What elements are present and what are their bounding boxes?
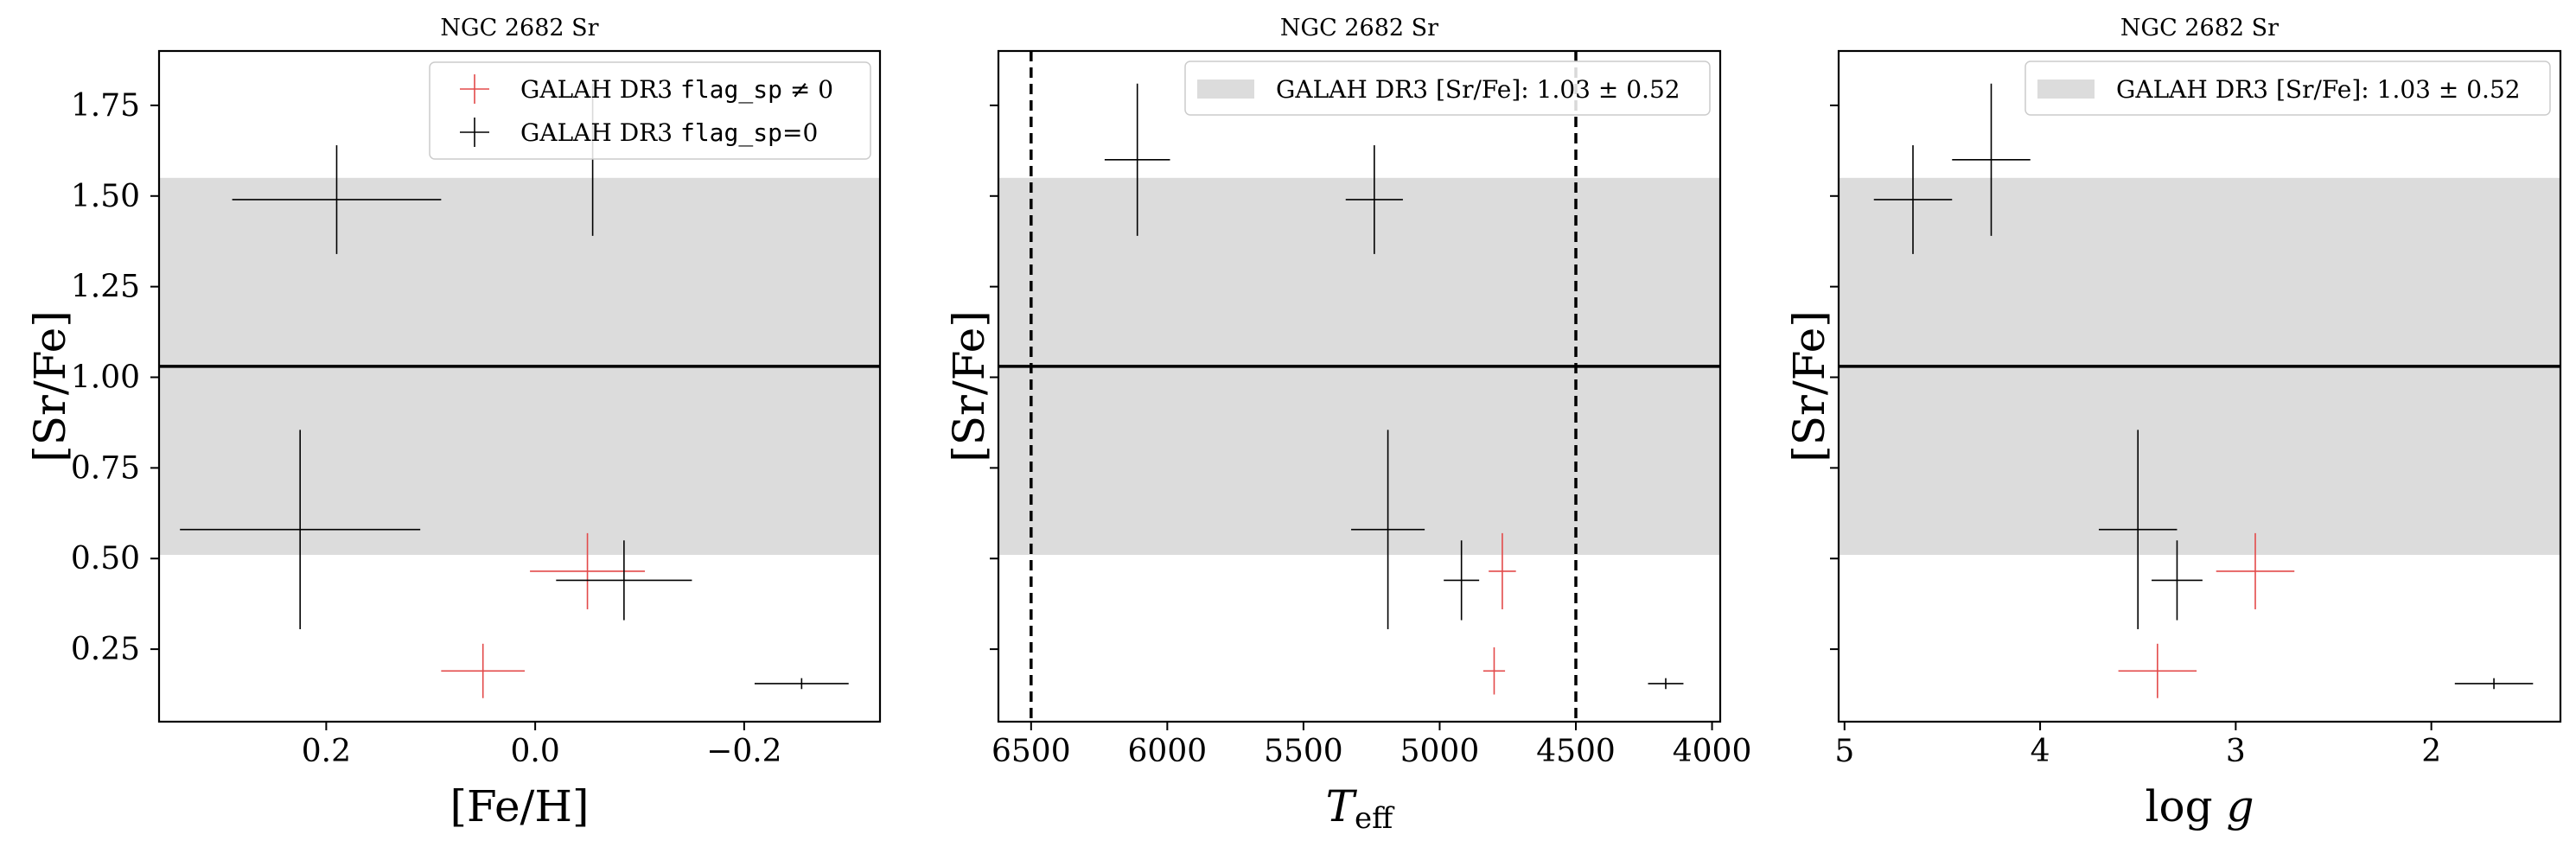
- x-tick-label: 4500: [1536, 734, 1616, 769]
- legend-box: [2024, 60, 2551, 116]
- x-tick-label: −0.2: [706, 734, 781, 769]
- axes-frame: [997, 49, 1722, 723]
- data-point-clean: [1104, 83, 1170, 236]
- data-point-flagged: [2216, 532, 2295, 609]
- x-tick-label: 5: [1834, 734, 1854, 769]
- data-point-clean: [1444, 540, 1480, 621]
- x-tick-label: 4: [2031, 734, 2050, 769]
- y-tick-label: 1.25: [71, 270, 140, 305]
- legend-label-band: GALAH DR3 [Sr/Fe]: 1.03 ± 0.52: [1276, 75, 1680, 104]
- y-tick-label: 0.50: [71, 541, 140, 576]
- data-point-clean: [2098, 430, 2177, 630]
- data-point-clean: [1345, 145, 1403, 254]
- data-point-clean: [754, 678, 849, 690]
- data-point-flagged: [441, 643, 526, 698]
- legend-box: [429, 61, 871, 160]
- panel-title: NGC 2682 Sr: [440, 15, 598, 41]
- legend: GALAH DR3 [Sr/Fe]: 1.03 ± 0.52: [1184, 60, 1711, 116]
- data-point-clean: [232, 145, 442, 254]
- legend: GALAH DR3 [Sr/Fe]: 1.03 ± 0.52: [2024, 60, 2551, 116]
- axes-frame: [1837, 49, 2562, 723]
- y-tick-label: 0.75: [71, 450, 140, 486]
- data-point-clean: [180, 430, 421, 630]
- legend-label-band: GALAH DR3 [Sr/Fe]: 1.03 ± 0.52: [2116, 75, 2521, 104]
- y-axis-label: [Sr/Fe]: [944, 310, 994, 462]
- y-tick-label: 1.50: [71, 179, 140, 214]
- y-axis-label: [Sr/Fe]: [25, 310, 75, 462]
- y-tick-label: 1.00: [71, 360, 140, 396]
- y-tick-label: 0.25: [71, 632, 140, 667]
- panel-3: 5 4 3 2 NGC 2682 Sr [Sr/Fe] log g GALAH DR3 [Sr…: [1784, 15, 2562, 831]
- panel-2: 6500 6000 5500 5000 4500 4000 NGC 2682 Sr [Sr/F…: [944, 15, 1751, 836]
- x-tick-label: 3: [2226, 734, 2246, 769]
- y-tick-label: 1.75: [71, 88, 140, 124]
- data-point-flagged: [2118, 643, 2197, 698]
- data-point-flagged: [1489, 532, 1516, 609]
- legend-label-clean: GALAH DR3 flag_sp=0: [520, 118, 818, 148]
- y-axis-label: [Sr/Fe]: [1784, 310, 1834, 462]
- axes-frame: [157, 49, 882, 723]
- legend: GALAH DR3 flag_sp ≠ 0 GALAH DR3 flag_sp=0: [429, 61, 871, 160]
- x-tick-label: 5000: [1400, 734, 1480, 769]
- data-point-clean: [556, 540, 692, 621]
- data-point-clean: [1648, 678, 1684, 690]
- x-axis-label: [Fe/H]: [450, 781, 589, 831]
- x-tick-label: 2: [2421, 734, 2441, 769]
- data-point-clean: [1952, 83, 2031, 236]
- panel-1: 0.2 0.0 −0.2 0.25 0.50 0.75 1.00 1.25 1.50 1.75 NG…: [25, 15, 882, 831]
- panel-title: NGC 2682 Sr: [2120, 15, 2279, 41]
- legend-label-flagged: GALAH DR3 flag_sp ≠ 0: [520, 75, 833, 105]
- legend-band-swatch: [2037, 80, 2095, 99]
- x-axis-label: Teff: [1326, 781, 1395, 836]
- data-point-clean: [2454, 678, 2534, 690]
- x-tick-label: 0.0: [510, 734, 559, 769]
- x-tick-label: 4000: [1673, 734, 1752, 769]
- x-tick-label: 6000: [1128, 734, 1208, 769]
- legend-band-swatch: [1197, 80, 1254, 99]
- data-point-clean: [1873, 145, 1953, 254]
- data-point-clean: [2152, 540, 2203, 621]
- x-tick-label: 6500: [992, 734, 1071, 769]
- x-tick-label: 5500: [1264, 734, 1343, 769]
- data-point-flagged: [530, 532, 646, 609]
- x-tick-label: 0.2: [302, 734, 351, 769]
- panel-title: NGC 2682 Sr: [1280, 15, 1438, 41]
- legend-box: [1184, 60, 1711, 116]
- data-point-clean: [1351, 430, 1425, 630]
- x-axis-label: log g: [2145, 781, 2254, 831]
- data-point-flagged: [1482, 647, 1506, 695]
